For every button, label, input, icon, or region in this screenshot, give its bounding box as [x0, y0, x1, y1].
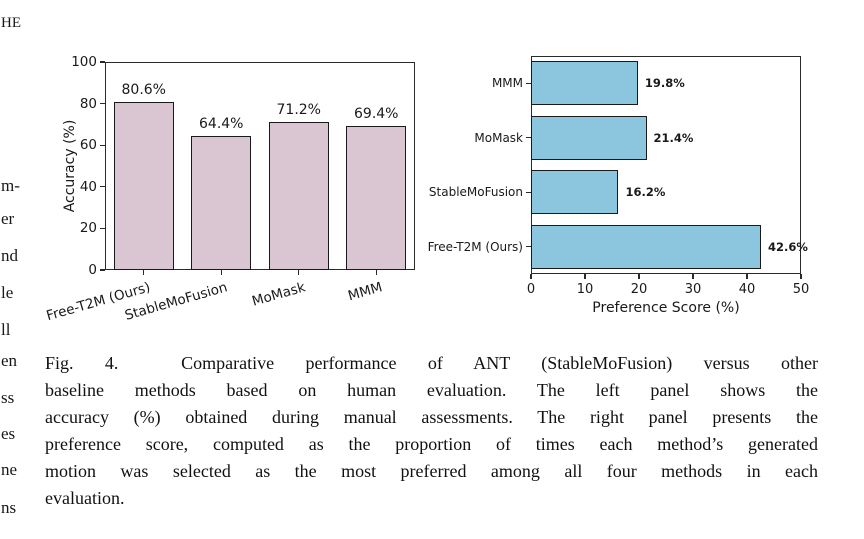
- x-axis-tick: [530, 274, 532, 279]
- y-axis-tick: [100, 186, 105, 188]
- bar-value-label: 16.2%: [625, 185, 666, 200]
- x-axis-tick-label: 10: [576, 282, 594, 297]
- caption-line: accuracy (%) obtained during manual asse…: [45, 407, 818, 427]
- left-column-text-fragment: er: [1, 209, 15, 228]
- caption-line: motion was selected as the most preferre…: [45, 461, 818, 481]
- x-axis-tick: [692, 274, 694, 279]
- x-axis-tick: [746, 274, 748, 279]
- x-axis-tick-label: 30: [684, 282, 702, 297]
- left-column-text-fragment: nd: [1, 246, 18, 265]
- preference-bar: [531, 115, 647, 160]
- accuracy-bar: [191, 136, 252, 270]
- left-column-text-fragment: m-: [1, 176, 20, 195]
- y-axis-tick-label: 20: [79, 220, 97, 237]
- bar-value-label: 80.6%: [121, 82, 166, 99]
- y-axis-tick: [100, 103, 105, 105]
- left-column-text-fragment: ll: [1, 320, 11, 339]
- y-axis-category-label: MMM: [491, 76, 523, 91]
- bar-value-label: 19.8%: [644, 76, 685, 91]
- left-column-text-fragment: ne: [1, 460, 18, 479]
- y-axis-tick-label: 60: [79, 137, 97, 154]
- bar-value-label: 69.4%: [354, 105, 399, 122]
- y-axis-category-label: StableMoFusion: [428, 185, 523, 200]
- y-axis-tick: [526, 246, 531, 248]
- bar-value-label: 21.4%: [653, 130, 694, 145]
- caption-line: evaluation.: [45, 488, 125, 508]
- x-axis-tick: [584, 274, 586, 279]
- preference-x-axis-label: Preference Score (%): [592, 300, 740, 316]
- x-axis-tick: [800, 274, 802, 279]
- caption-line: baseline methods based on human evaluati…: [45, 380, 818, 400]
- preference-bar: [531, 224, 762, 269]
- y-axis-tick-label: 40: [79, 178, 97, 195]
- y-axis-tick: [526, 82, 531, 84]
- y-axis-tick: [100, 61, 105, 63]
- y-axis-tick: [526, 191, 531, 193]
- y-axis-category-label: Free-T2M (Ours): [427, 239, 523, 254]
- bar-value-label: 42.6%: [768, 239, 808, 254]
- accuracy-bar: [268, 121, 329, 270]
- x-axis-tick-label: 0: [526, 282, 536, 297]
- y-axis-tick-label: 100: [71, 54, 97, 70]
- left-column-text-fragment: ns: [1, 498, 17, 517]
- y-axis-tick: [100, 269, 105, 271]
- bar-value-label: 64.4%: [199, 116, 244, 133]
- bar-value-label: 71.2%: [276, 101, 321, 118]
- y-axis-tick: [100, 227, 105, 229]
- y-axis-tick: [526, 137, 531, 139]
- preference-bar: [531, 61, 638, 106]
- x-axis-tick: [143, 270, 145, 275]
- y-axis-category-label: MoMask: [474, 130, 523, 145]
- x-axis-tick-label: 40: [738, 282, 756, 297]
- y-axis-tick: [100, 144, 105, 146]
- caption-line: Fig. 4. Comparative performance of ANT (…: [45, 353, 818, 373]
- left-column-text-fragment: es: [1, 424, 16, 443]
- accuracy-bar: [113, 102, 174, 270]
- preference-bar: [531, 170, 619, 215]
- x-axis-tick: [638, 274, 640, 279]
- x-axis-tick: [220, 270, 222, 275]
- y-axis-tick-label: 80: [79, 95, 97, 112]
- x-axis-tick-label: 20: [630, 282, 648, 297]
- figure-caption: Fig. 4. Comparative performance of ANT (…: [45, 350, 818, 512]
- left-column-text-fragment: ss: [1, 388, 15, 407]
- x-axis-tick: [298, 270, 300, 275]
- left-column-text-fragment: en: [1, 351, 18, 370]
- left-column-text-fragment: HE: [1, 15, 21, 31]
- accuracy-bar: [346, 125, 407, 270]
- x-axis-tick: [375, 270, 377, 275]
- x-axis-tick-label: 50: [792, 282, 810, 297]
- caption-line: preference score, computed as the propor…: [45, 434, 818, 454]
- left-column-text-fragment: le: [1, 283, 14, 302]
- y-axis-tick-label: 0: [88, 262, 97, 278]
